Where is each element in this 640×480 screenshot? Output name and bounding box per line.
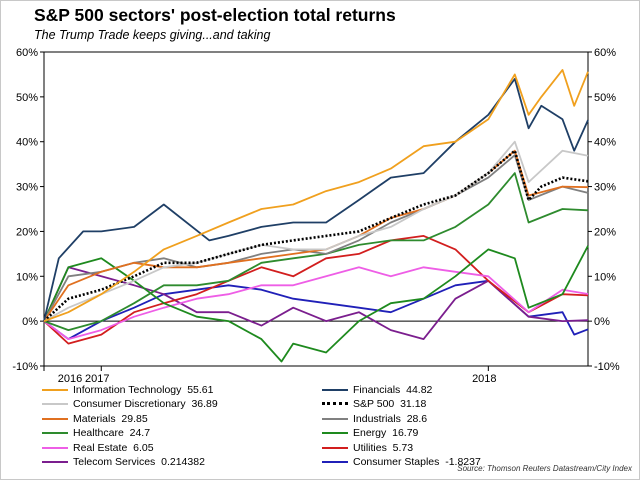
legend-label: Information Technology 55.61 bbox=[73, 384, 214, 396]
series-line-energy bbox=[43, 245, 589, 363]
legend-label: Energy 16.79 bbox=[353, 427, 419, 440]
legend-swatch bbox=[42, 389, 68, 391]
y-tick-label-right: -10% bbox=[594, 361, 620, 373]
series-line-real-estate bbox=[43, 266, 589, 341]
series-line-information-technology bbox=[43, 69, 589, 322]
y-tick-label-left: 30% bbox=[16, 182, 38, 194]
x-tick-label: 2017 bbox=[85, 373, 109, 385]
legend-swatch bbox=[322, 461, 348, 463]
y-tick-label-left: 10% bbox=[16, 271, 38, 283]
series-line-utilities bbox=[43, 234, 589, 345]
legend-swatch bbox=[42, 461, 68, 463]
legend-label: Consumer Discretionary 36.89 bbox=[73, 398, 218, 411]
legend-swatch bbox=[322, 417, 348, 420]
y-tick-label-left: -10% bbox=[12, 361, 38, 373]
y-tick-label-left: 20% bbox=[16, 226, 38, 238]
series-line-s-p-500 bbox=[43, 149, 589, 323]
y-tick-label-right: 30% bbox=[594, 182, 616, 194]
legend-label: Materials 29.85 bbox=[73, 412, 148, 425]
chart-title: S&P 500 sectors' post-election total ret… bbox=[34, 5, 396, 25]
legend-label: Real Estate 6.05 bbox=[73, 441, 154, 454]
legend-label: Consumer Staples -1.8237 bbox=[353, 456, 481, 468]
plot-area bbox=[43, 51, 589, 367]
legend-swatch bbox=[322, 389, 348, 391]
legend-label: S&P 500 31.18 bbox=[353, 398, 427, 411]
series-line-consumer-discretionary bbox=[43, 140, 589, 322]
legend-swatch bbox=[42, 432, 68, 435]
legend-label: Telecom Services 0.214382 bbox=[73, 456, 205, 468]
x-tick-label: 2016 bbox=[58, 373, 82, 385]
legend-label: Healthcare 24.7 bbox=[73, 427, 151, 440]
y-tick-label-left: 50% bbox=[16, 92, 38, 104]
y-tick-label-right: 50% bbox=[594, 92, 616, 104]
y-tick-label-right: 20% bbox=[594, 226, 616, 238]
legend-label: Financials 44.82 bbox=[353, 384, 433, 396]
series-line-consumer-staples bbox=[43, 279, 589, 341]
legend-swatch bbox=[42, 446, 68, 449]
legend-label: Industrials 28.6 bbox=[353, 412, 428, 425]
y-tick-label-left: 60% bbox=[16, 47, 38, 59]
y-tick-label-left: 0% bbox=[22, 316, 38, 328]
y-tick-label-right: 10% bbox=[594, 271, 616, 283]
y-tick-label-left: 40% bbox=[16, 137, 38, 149]
legend-label: Utilities 5.73 bbox=[353, 441, 414, 454]
legend-swatch bbox=[322, 446, 348, 449]
y-tick-label-right: 60% bbox=[594, 47, 616, 59]
source-note: Source: Thomson Reuters Datastream/City … bbox=[457, 464, 632, 473]
y-tick-label-right: 0% bbox=[594, 316, 610, 328]
legend-swatch bbox=[322, 432, 348, 435]
legend-swatch bbox=[42, 417, 68, 420]
series-line-financials bbox=[43, 78, 589, 322]
y-tick-label-right: 40% bbox=[594, 137, 616, 149]
chart-subtitle: The Trump Trade keeps giving...and takin… bbox=[34, 28, 271, 42]
legend-swatch bbox=[322, 402, 348, 406]
x-tick-label: 2018 bbox=[472, 373, 496, 385]
legend-swatch bbox=[42, 403, 68, 406]
